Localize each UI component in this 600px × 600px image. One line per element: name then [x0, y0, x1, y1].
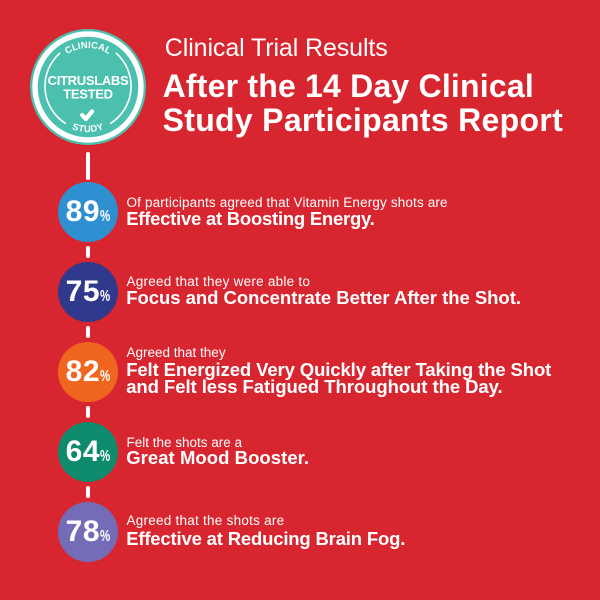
svg-text:CITRUSLABS: CITRUSLABS: [48, 73, 129, 88]
svg-text:CLINICAL: CLINICAL: [63, 39, 114, 56]
svg-text:STUDY: STUDY: [71, 121, 105, 134]
svg-text:TESTED: TESTED: [63, 87, 112, 102]
